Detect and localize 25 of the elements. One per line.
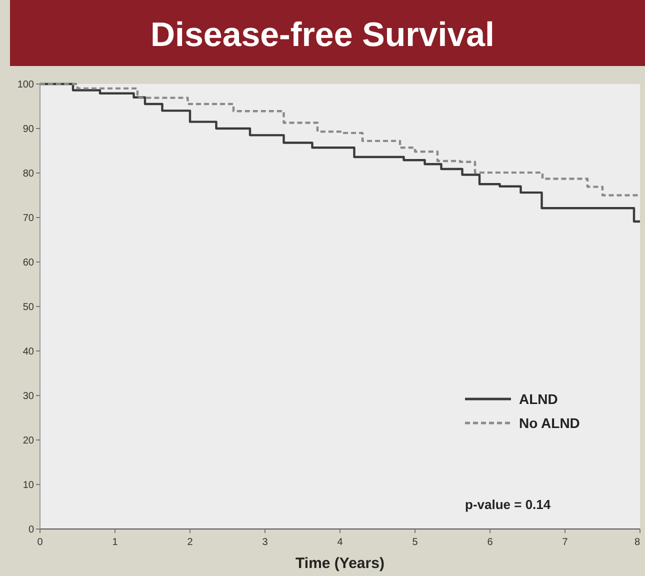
y-tick-label: 70 (22, 213, 34, 224)
y-tick-label: 20 (22, 436, 34, 446)
x-tick-label: 0 (37, 537, 44, 548)
x-tick-label: 5 (412, 537, 418, 548)
x-tick-label: 3 (262, 537, 268, 548)
legend-label: No ALND (519, 414, 580, 431)
y-tick-label: 50 (22, 302, 34, 313)
annotation: p-value = 0.14 (465, 497, 552, 512)
y-tick-label: 100 (17, 80, 34, 90)
y-tick-label: 30 (22, 391, 34, 402)
x-tick-label: 8 (634, 537, 640, 548)
x-axis-title: Time (Years) (296, 555, 384, 572)
x-tick-label: 6 (487, 537, 494, 548)
x-tick-label: 4 (337, 537, 344, 548)
y-tick-label: 40 (22, 346, 34, 358)
y-tick-label: 60 (22, 258, 34, 268)
y-tick-label: 80 (22, 168, 34, 180)
y-tick-label: 10 (22, 480, 34, 491)
y-tick-label: 0 (28, 524, 34, 536)
chart-title: Disease-free Survival (150, 16, 494, 54)
y-tick-label: 90 (22, 124, 34, 135)
x-tick-label: 7 (562, 537, 568, 548)
x-tick-label: 2 (187, 537, 194, 548)
legend-label: ALND (519, 390, 558, 407)
x-tick-label: 1 (112, 537, 118, 548)
